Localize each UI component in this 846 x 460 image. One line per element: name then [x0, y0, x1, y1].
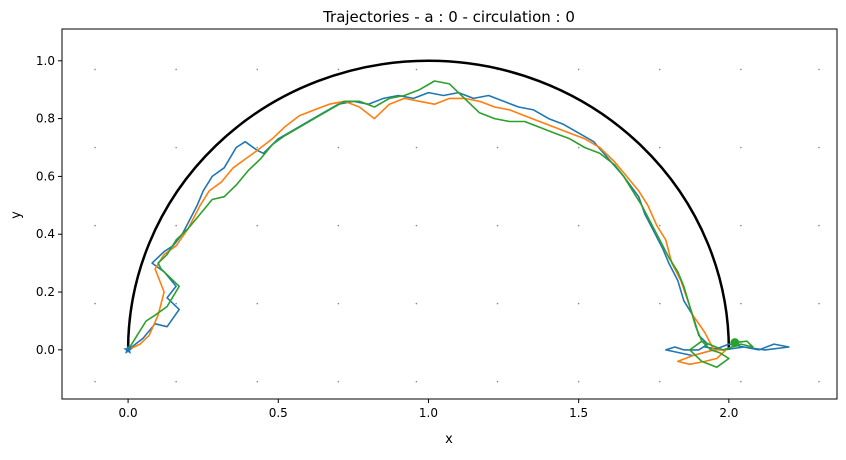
grid-dot — [577, 302, 580, 305]
y-axis-label: y — [9, 211, 24, 219]
grid-dot — [94, 146, 96, 149]
grid-dot — [818, 224, 820, 227]
grid-dot — [256, 68, 259, 71]
x-tick-label: 0.0 — [119, 406, 138, 420]
grid-dot — [175, 380, 177, 383]
trajectory-line-3 — [127, 80, 754, 369]
grid-dot — [496, 224, 499, 227]
grid-dot — [818, 146, 820, 149]
trajectory-line-1 — [127, 91, 790, 357]
end-point-marker — [730, 338, 740, 348]
grid-dot — [818, 68, 820, 71]
grid-dot — [94, 302, 96, 305]
grid-dot — [740, 68, 742, 71]
start-star-marker — [123, 344, 133, 354]
grid-dot — [740, 380, 742, 383]
grid-dot — [94, 224, 96, 227]
y-tick-label: 0.0 — [36, 343, 55, 357]
grid-dot — [175, 302, 177, 305]
grid-dot — [337, 302, 340, 305]
y-tick-label: 1.0 — [36, 54, 55, 68]
grid-dot — [415, 380, 418, 383]
grid-dot — [256, 380, 259, 383]
plot-area — [94, 60, 820, 383]
y-tick-label: 0.2 — [36, 285, 55, 299]
grid-dot — [256, 224, 259, 227]
grid-dot — [577, 380, 580, 383]
grid-dot — [658, 302, 661, 305]
y-tick-label: 0.4 — [36, 227, 55, 241]
grid-dot — [175, 224, 177, 227]
grid-dot — [658, 146, 661, 149]
grid-dot — [658, 224, 661, 227]
grid-dot — [415, 146, 418, 149]
grid-dot — [256, 146, 259, 149]
reference-semicircle — [126, 60, 731, 350]
grid-dot — [415, 302, 418, 305]
grid-dot — [256, 302, 259, 305]
grid-dot — [658, 380, 661, 383]
grid-dot — [415, 68, 418, 71]
grid-dot — [740, 146, 742, 149]
grid-dot — [577, 68, 580, 71]
grid-dot — [175, 146, 177, 149]
grid-dot — [496, 146, 499, 149]
grid-dot — [175, 68, 177, 71]
grid-dot — [577, 224, 580, 227]
grid-dot — [740, 302, 742, 305]
y-tick-label: 0.6 — [36, 169, 55, 183]
grid-dot — [496, 380, 499, 383]
grid-dot — [94, 380, 96, 383]
y-axis: 0.0 0.2 0.4 0.6 0.8 1.0 — [36, 54, 62, 357]
grid-dot — [94, 68, 96, 71]
grid-dot — [577, 146, 580, 149]
x-tick-label: 1.5 — [569, 406, 588, 420]
x-axis: 0.0 0.5 1.0 1.5 2.0 — [119, 399, 738, 420]
chart-title: Trajectories - a : 0 - circulation : 0 — [322, 8, 575, 26]
x-tick-label: 1.0 — [419, 406, 438, 420]
grid-dot — [337, 224, 340, 227]
grid-dot — [496, 302, 499, 305]
trajectory-line-2 — [127, 97, 727, 366]
grid-dot — [658, 68, 661, 71]
grid-dot — [818, 302, 820, 305]
plot-frame — [61, 28, 838, 400]
grid-dot — [337, 380, 340, 383]
grid-dot — [337, 68, 340, 71]
grid-dot — [818, 380, 820, 383]
x-tick-label: 0.5 — [269, 406, 288, 420]
grid-dot — [337, 146, 340, 149]
x-tick-label: 2.0 — [719, 406, 738, 420]
grid-dot — [415, 224, 418, 227]
x-axis-label: x — [445, 432, 453, 447]
y-tick-label: 0.8 — [36, 112, 55, 126]
grid-dot — [740, 224, 742, 227]
